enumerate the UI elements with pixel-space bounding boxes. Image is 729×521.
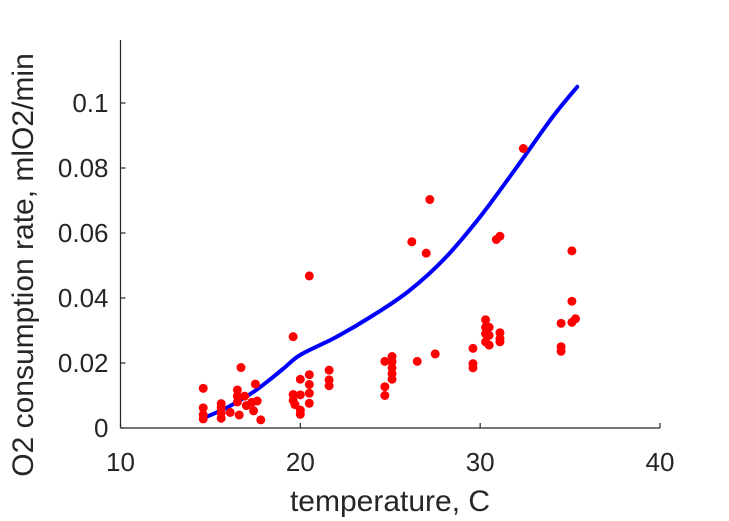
data-point [304,271,314,281]
data-point [249,406,259,416]
data-point [236,363,246,373]
y-tick-label: 0 [94,413,108,443]
data-point [232,397,242,407]
data-point [567,246,577,256]
data-point [518,144,528,153]
data-point [216,413,226,423]
data-point [234,410,244,420]
x-tick-label: 30 [466,447,495,477]
data-point [256,415,266,425]
data-point [304,398,314,408]
x-ticks: 10 20 30 40 [106,423,674,477]
data-point [304,379,314,389]
data-point [556,346,566,356]
data-point [421,248,431,258]
y-tick-label: 0.02 [58,348,109,378]
data-point [380,356,390,366]
y-tick-label: 0.08 [58,153,109,183]
data-point [495,337,505,347]
y-tick-label: 0.1 [72,88,108,118]
data-point [295,374,305,384]
data-point [304,370,314,380]
data-point [295,390,305,400]
data-point [430,349,440,359]
data-point [240,391,250,401]
data-point [468,363,478,373]
data-point [380,382,390,392]
data-point [481,315,491,325]
y-axis-label: O2 consumption rate, mlO2/min [7,53,40,477]
data-point [288,332,298,342]
x-tick-label: 10 [106,447,135,477]
data-point [250,379,260,389]
data-point [495,231,505,241]
data-point [198,414,208,424]
data-point [324,365,334,375]
data-point [556,318,566,328]
data-point [198,403,208,413]
data-point [387,374,397,384]
x-axis-label: temperature, C [290,485,490,518]
data-point [484,330,494,340]
y-tick-label: 0.04 [58,283,109,313]
data-point [484,322,494,332]
data-point [232,385,242,395]
data-point [567,296,577,306]
data-point [412,356,422,366]
plot-area [198,84,580,425]
data-point [468,343,478,353]
fit-line [201,84,580,421]
data-point [304,388,314,398]
data-point [295,409,305,419]
data-point [324,381,334,391]
y-ticks: 0 0.02 0.04 0.06 0.08 0.1 [58,88,126,443]
data-point [570,314,580,324]
data-point [484,340,494,350]
data-point [425,195,435,205]
data-point [387,357,397,367]
data-point [198,383,208,393]
data-point [225,407,235,417]
data-point [252,396,262,406]
data-point [380,391,390,400]
data-point [407,237,417,247]
data-point [290,400,300,410]
y-tick-label: 0.06 [58,218,109,248]
x-tick-label: 20 [286,447,315,477]
x-tick-label: 40 [646,447,675,477]
